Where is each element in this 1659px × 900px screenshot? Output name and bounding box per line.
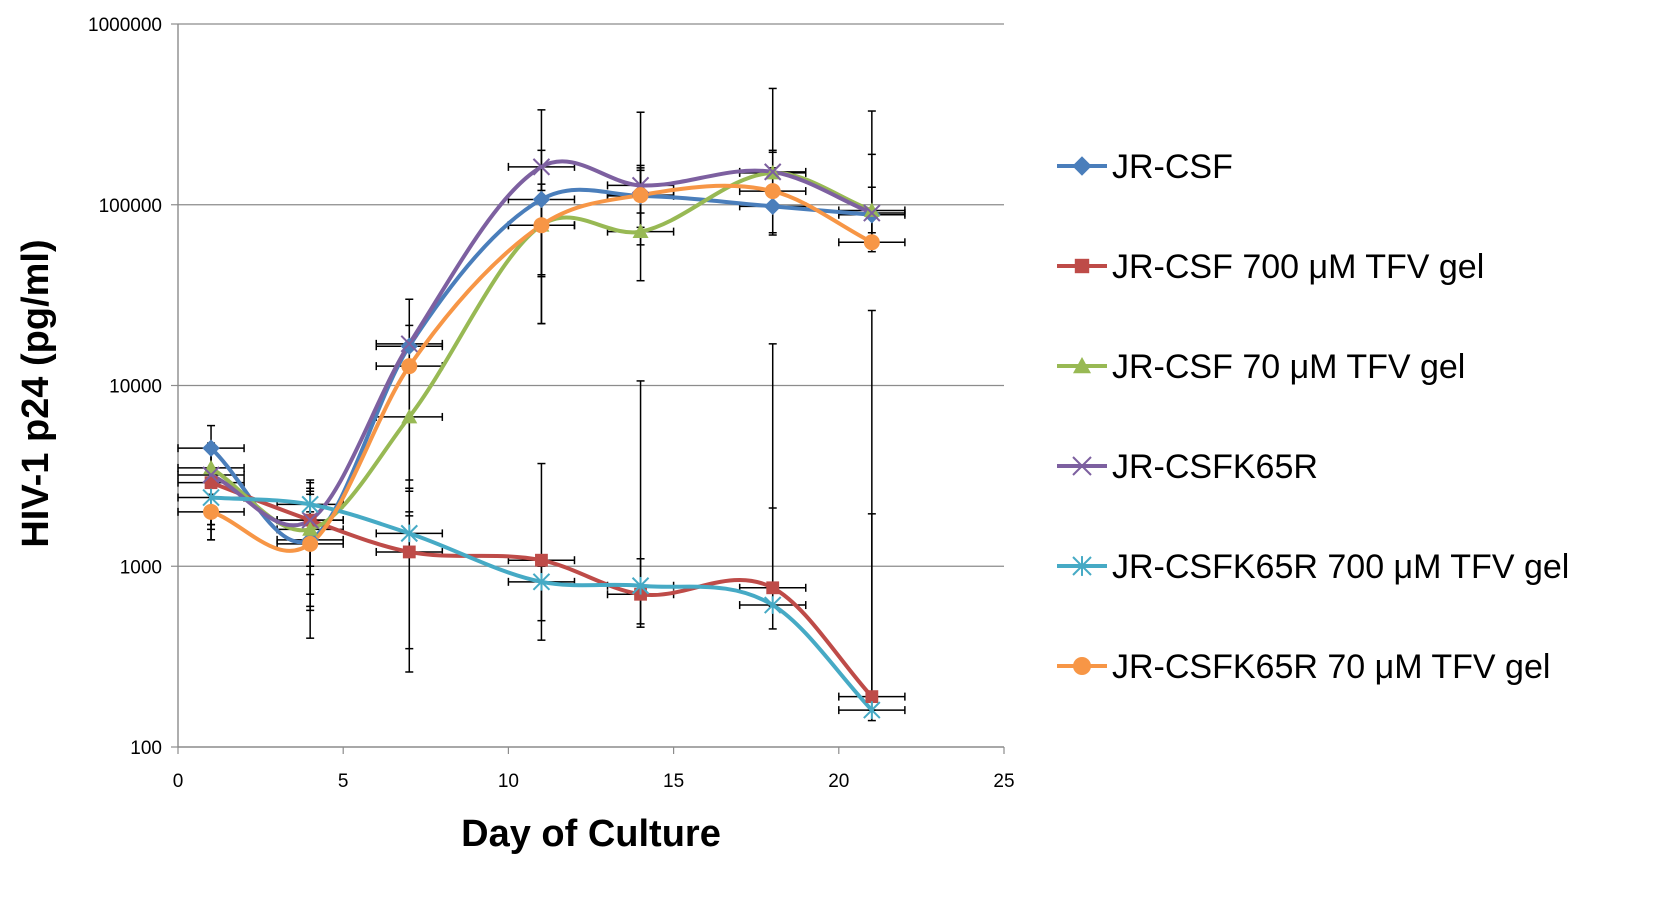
legend-swatch-marker [1073, 357, 1091, 374]
legend-label: JR-CSFK65R 700 μM TFV gel [1112, 548, 1569, 586]
legend-label: JR-CSF 700 μM TFV gel [1112, 248, 1484, 286]
legend-swatch-marker [1072, 556, 1092, 576]
data-point [203, 459, 220, 475]
data-point [764, 183, 781, 200]
data-point [533, 217, 550, 234]
data-point [863, 701, 881, 719]
legend-label: JR-CSFK65R 70 μM TFV gel [1112, 648, 1550, 686]
data-point [532, 573, 551, 591]
data-point [863, 202, 880, 217]
data-point [863, 204, 881, 222]
y-tick-label: 1000000 [88, 15, 162, 36]
legend-item-5: JR-CSFK65R 700 μM TFV gel [1057, 548, 1569, 586]
data-point [301, 495, 319, 514]
data-point [632, 187, 649, 204]
legend-item-2: JR-CSF 700 μM TFV gel [1057, 248, 1484, 286]
legend-swatch-marker [1072, 456, 1092, 476]
legend-item-1: JR-CSF [1057, 148, 1233, 186]
x-tick-label: 25 [993, 771, 1014, 792]
x-tick-label: 10 [498, 771, 519, 792]
data-point [401, 408, 418, 424]
data-point [401, 358, 418, 375]
y-tick-label: 100 [130, 738, 162, 759]
data-point [532, 190, 551, 209]
markers-series-6 [203, 183, 880, 552]
x-tick-label: 5 [338, 771, 349, 792]
axes [171, 23, 1005, 754]
marker-stroke [863, 204, 881, 222]
data-point [632, 223, 649, 239]
data-point [764, 197, 782, 216]
data-point [764, 596, 782, 614]
legend-item-4: JR-CSFK65R [1057, 448, 1318, 486]
data-point [202, 488, 220, 507]
data-point [301, 511, 319, 529]
data-point [400, 337, 418, 355]
data-point [400, 524, 418, 543]
data-point [631, 576, 650, 595]
y-axis-title: HIV-1 p24 (pg/ml) [15, 239, 57, 547]
data-point [766, 581, 780, 595]
y-tick-label: 100000 [99, 196, 162, 217]
data-point [865, 690, 879, 704]
data-point [202, 439, 220, 457]
legend-item-6: JR-CSFK65R 70 μM TFV gel [1057, 648, 1550, 686]
data-point [532, 158, 551, 176]
y-tick-label: 10000 [109, 377, 162, 398]
data-point [302, 521, 319, 536]
x-tick-label: 0 [173, 771, 184, 792]
data-point [764, 163, 782, 181]
markers-series-4 [202, 158, 881, 529]
data-point [402, 545, 416, 559]
legend-label: JR-CSFK65R [1112, 448, 1318, 486]
marker-stroke [301, 511, 319, 529]
data-point [203, 503, 220, 520]
marker-stroke [202, 466, 220, 484]
marker-stroke [532, 158, 551, 176]
data-point [535, 553, 548, 567]
marker-stroke [764, 163, 782, 181]
x-tick-label: 15 [663, 771, 684, 792]
legend-swatch-marker [1072, 156, 1092, 176]
gridlines [178, 23, 1004, 567]
marker-stroke [400, 335, 418, 353]
series-markers [202, 158, 881, 719]
data-point [202, 466, 220, 484]
marker-stroke [1072, 456, 1092, 476]
y-tick-label: 1000 [120, 557, 162, 578]
legend-item-3: JR-CSF 70 μM TFV gel [1057, 348, 1465, 386]
data-point [302, 535, 319, 552]
legend-label: JR-CSF [1112, 148, 1233, 186]
legend-swatch-marker [1074, 258, 1090, 274]
data-point [863, 234, 880, 251]
x-tick-label: 20 [828, 771, 849, 792]
legend: JR-CSF JR-CSF 700 μM TFV gel JR-CSF 70 μM … [1057, 148, 1569, 686]
data-point [400, 335, 418, 353]
legend-swatch-marker [1073, 657, 1091, 675]
markers-series-5 [202, 488, 881, 719]
x-axis-title: Day of Culture [461, 813, 721, 855]
tick-labels: 100 1000 10000 100000 1000000 0 5 10 15 20 25 [88, 15, 1015, 792]
legend-label: JR-CSF 70 μM TFV gel [1112, 348, 1465, 386]
